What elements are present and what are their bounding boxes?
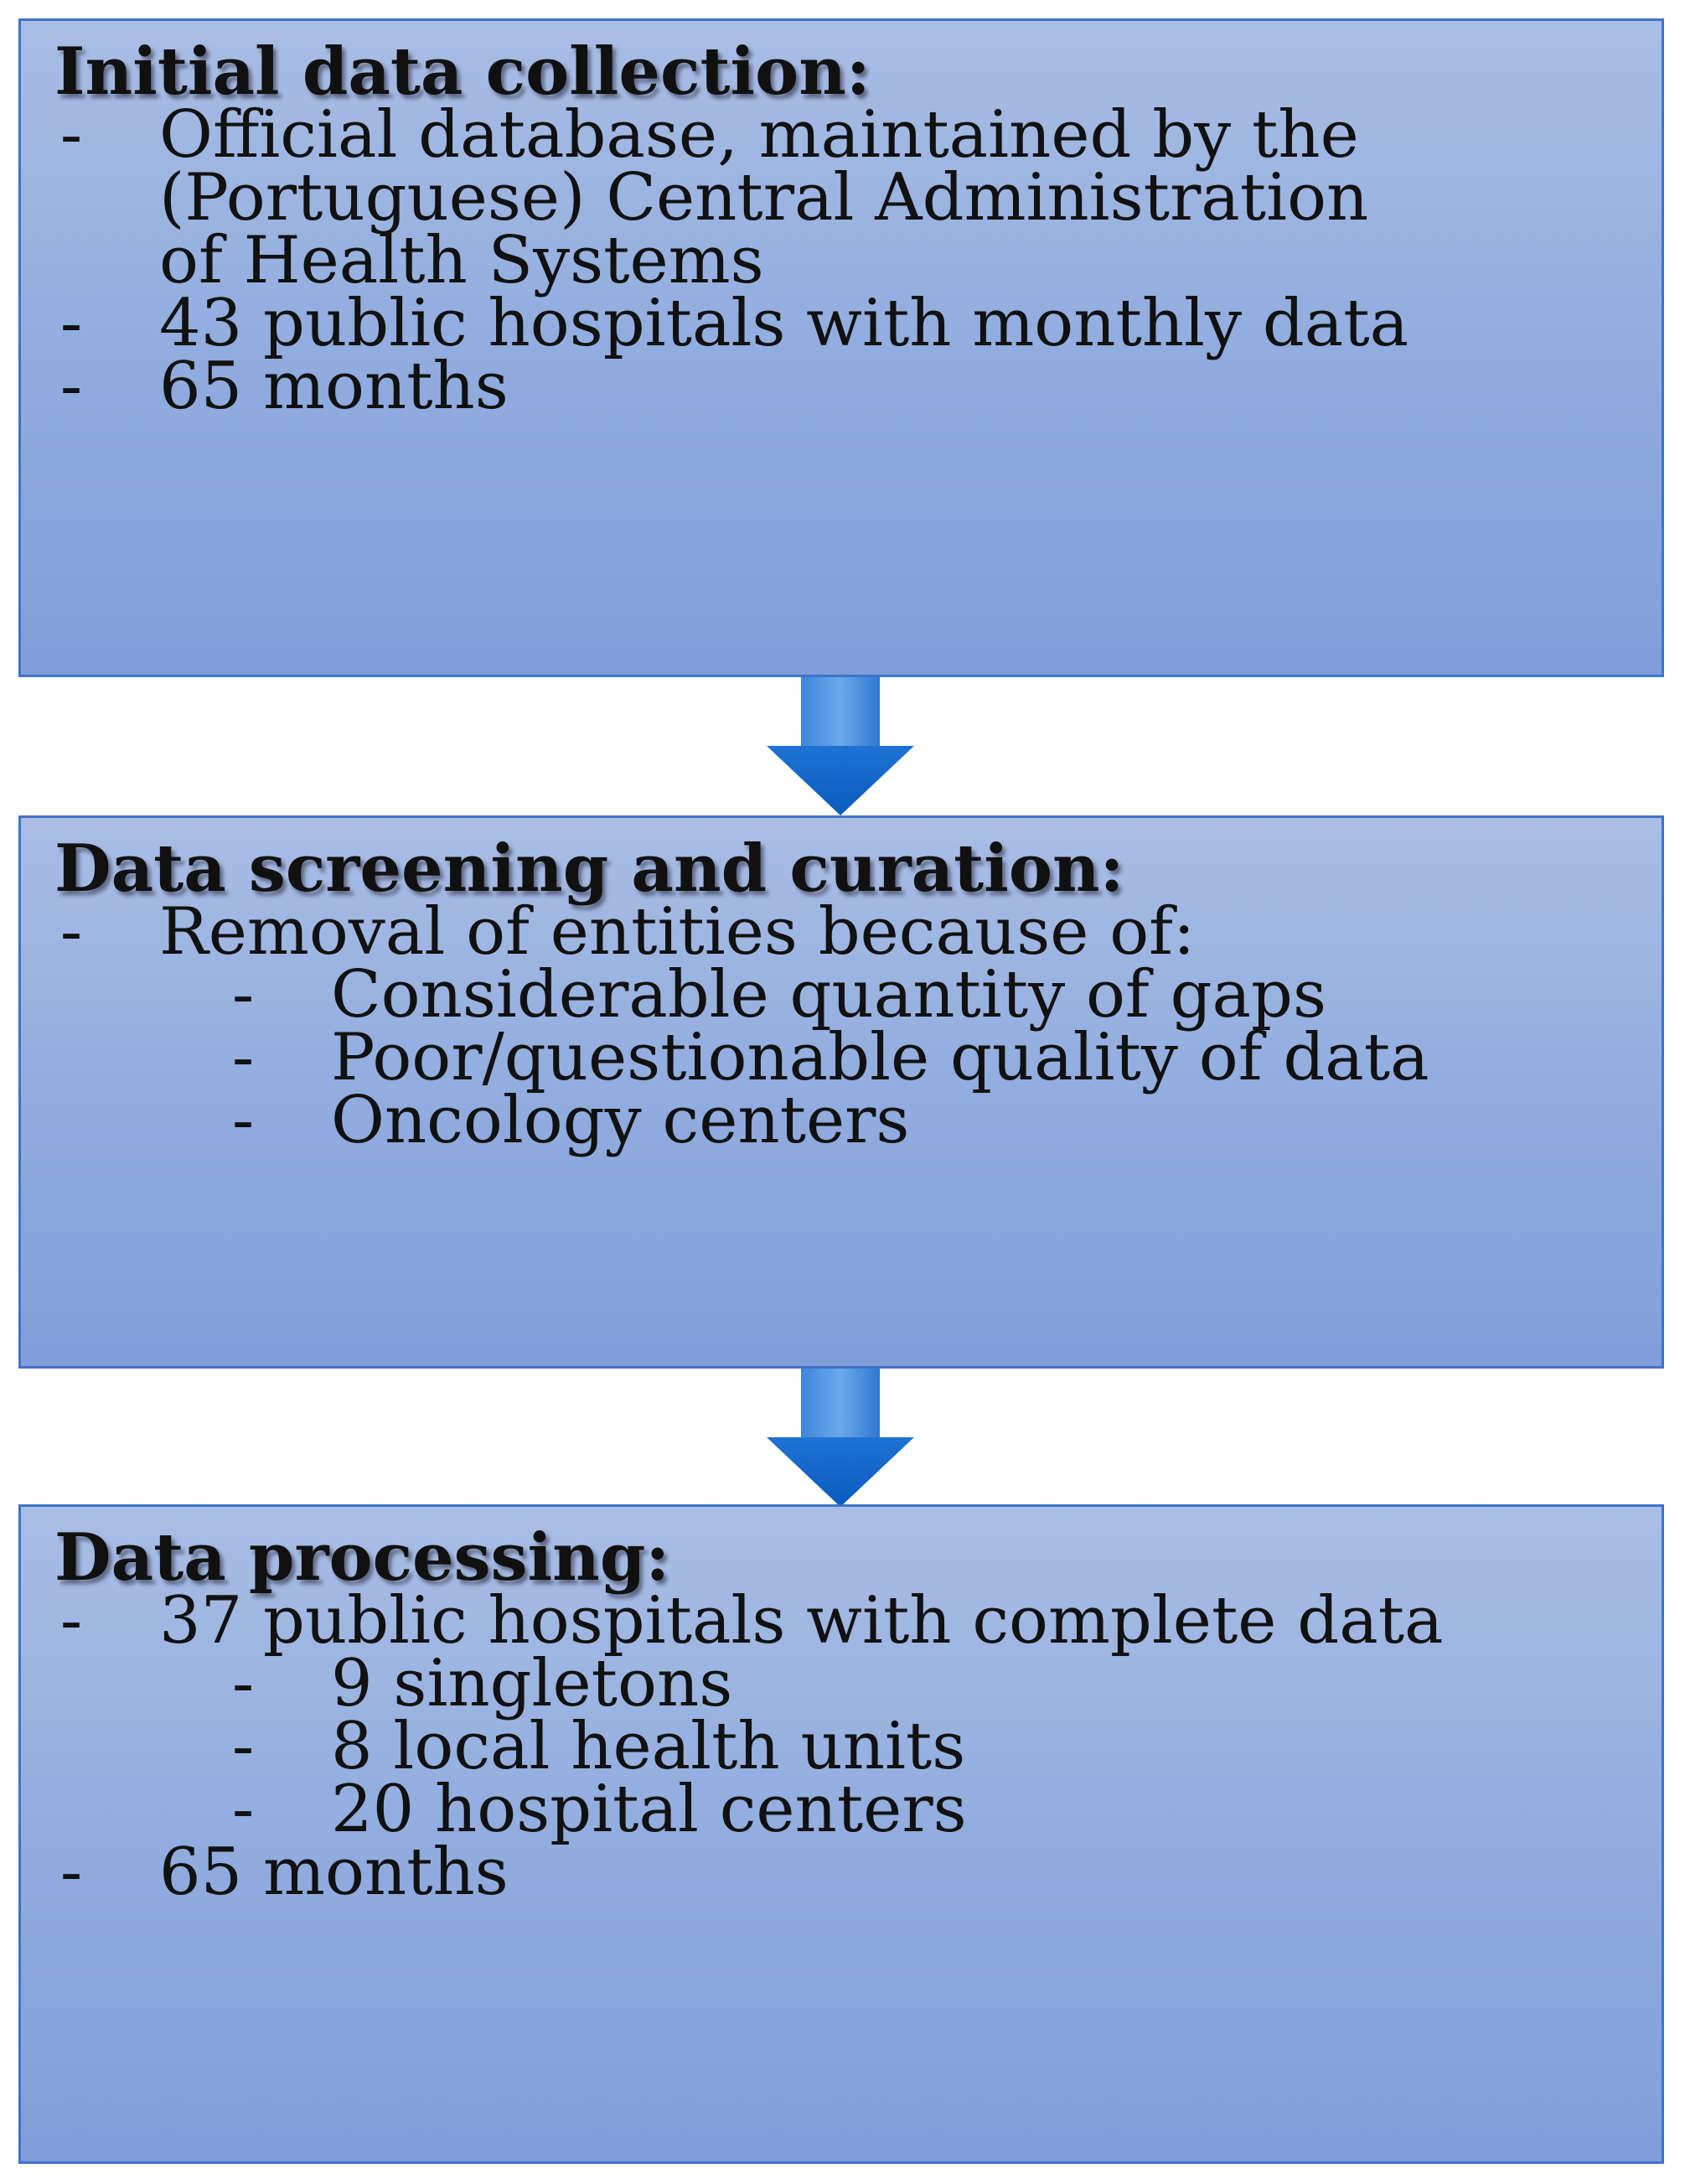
sub-list-item-text: 9 singletons	[331, 1646, 733, 1721]
sub-list-item-text: 8 local health units	[331, 1709, 966, 1784]
bullet-dash: -	[59, 1583, 83, 1659]
sub-list-item-text: 20 hospital centers	[331, 1772, 967, 1847]
bullet-dash: -	[231, 1083, 255, 1158]
list-item-text: 37 public hospitals with complete data	[159, 1583, 1444, 1659]
stage-box-initial-data-collection: Initial data collection: - Official data…	[18, 18, 1664, 677]
stage-heading: Data processing:	[54, 1519, 670, 1596]
bullet-dash: -	[59, 286, 83, 361]
bullet-dash: -	[59, 894, 83, 970]
list-item-text: 43 public hospitals with monthly data	[159, 286, 1409, 361]
bullet-dash: -	[231, 1772, 255, 1847]
list-item-text: Official database, maintained by the	[159, 97, 1359, 173]
list-item-text: of Health Systems	[159, 223, 764, 298]
bullet-dash: -	[231, 957, 255, 1032]
bullet-dash: -	[231, 1646, 255, 1721]
list-item-text: (Portuguese) Central Administration	[159, 160, 1369, 235]
down-arrow-icon	[767, 677, 914, 815]
bullet-dash: -	[231, 1709, 255, 1784]
list-item-text: 65 months	[159, 349, 509, 424]
list-item-text: 65 months	[159, 1835, 509, 1910]
list-item-text: Removal of entities because of:	[159, 894, 1196, 970]
sub-list-item-text: Considerable quantity of gaps	[331, 957, 1326, 1032]
bullet-dash: -	[231, 1020, 255, 1095]
stage-box-data-processing: Data processing: - 37 public hospitals w…	[18, 1504, 1664, 2164]
sub-list-item-text: Poor/questionable quality of data	[331, 1020, 1429, 1095]
stage-heading: Initial data collection:	[54, 34, 871, 110]
bullet-dash: -	[59, 97, 83, 173]
stage-heading: Data screening and curation:	[54, 831, 1124, 907]
bullet-dash: -	[59, 1835, 83, 1910]
down-arrow-icon	[767, 1369, 914, 1507]
bullet-dash: -	[59, 349, 83, 424]
sub-list-item-text: Oncology centers	[331, 1083, 910, 1158]
stage-box-data-screening-and-curation: Data screening and curation: - Removal o…	[18, 815, 1664, 1369]
